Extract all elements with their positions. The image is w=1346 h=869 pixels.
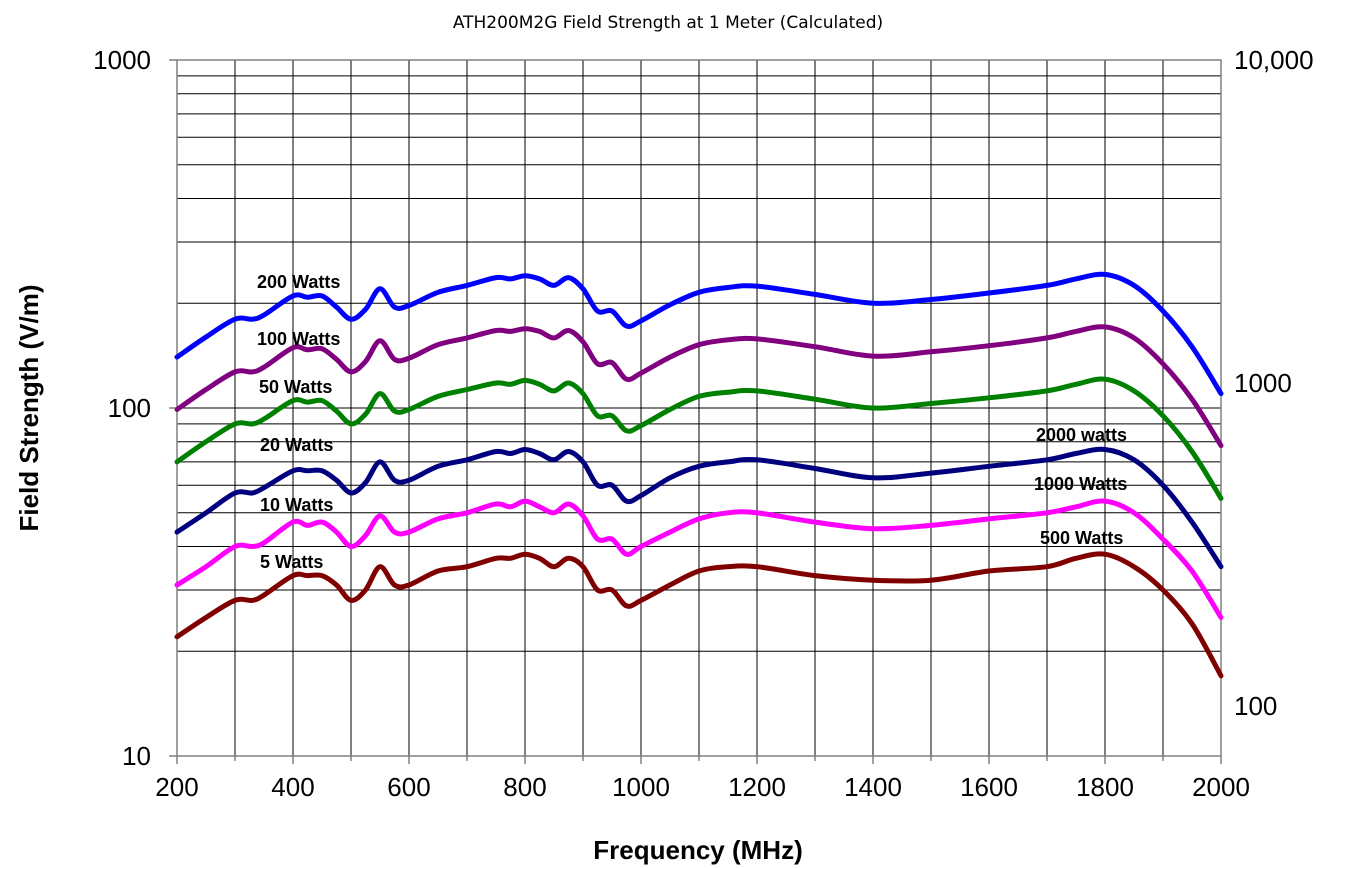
series-label-right-2: 500 Watts	[1040, 528, 1123, 548]
x-tick-label: 800	[503, 772, 546, 802]
y2-tick-label: 1000	[1234, 368, 1292, 398]
series-label-left-1: 100 Watts	[257, 329, 340, 349]
x-tick-label: 200	[155, 772, 198, 802]
x-tick-label: 1400	[844, 772, 902, 802]
x-tick-label: 1800	[1076, 772, 1134, 802]
series-line-4	[174, 498, 1224, 620]
y-axis-title: Field Strength (V/m)	[14, 285, 44, 532]
x-tick-label: 600	[387, 772, 430, 802]
y-tick-label: 1000	[93, 45, 151, 75]
y-tick-label: 100	[108, 393, 151, 423]
y-tick-label: 10	[122, 741, 151, 771]
series-labels: 200 Watts 100 Watts 50 Watts 20 Watts 10 Wat…	[257, 272, 1127, 572]
series-label-left-4: 10 Watts	[260, 495, 333, 515]
x-tick-label: 2000	[1192, 772, 1250, 802]
series-label-left-0: 200 Watts	[257, 272, 340, 292]
x-tick-label: 400	[271, 772, 314, 802]
series-lines	[174, 271, 1224, 679]
series-line-5	[174, 551, 1224, 679]
series-label-left-2: 50 Watts	[259, 377, 332, 397]
series-line-3	[174, 446, 1224, 570]
series-label-left-5: 5 Watts	[260, 552, 323, 572]
x-tick-label: 1200	[728, 772, 786, 802]
y2-tick-label: 100	[1234, 691, 1277, 721]
series-label-right-0: 2000 watts	[1036, 425, 1127, 445]
series-line-1	[174, 324, 1224, 449]
x-axis-title: Frequency (MHz)	[593, 835, 802, 865]
y2-tick-label: 10,000	[1234, 45, 1314, 75]
axes: 200 400 600 800 1000 1200 1400 1600 1800 2000 10 10…	[93, 45, 1313, 802]
series-label-left-3: 20 Watts	[260, 435, 333, 455]
series-line-0	[174, 271, 1224, 397]
series-label-right-1: 1000 Watts	[1034, 474, 1127, 494]
x-tick-label: 1000	[612, 772, 670, 802]
x-tick-label: 1600	[960, 772, 1018, 802]
series-line-2	[174, 376, 1224, 501]
chart-title: ATH200M2G Field Strength at 1 Meter (Cal…	[453, 13, 883, 33]
